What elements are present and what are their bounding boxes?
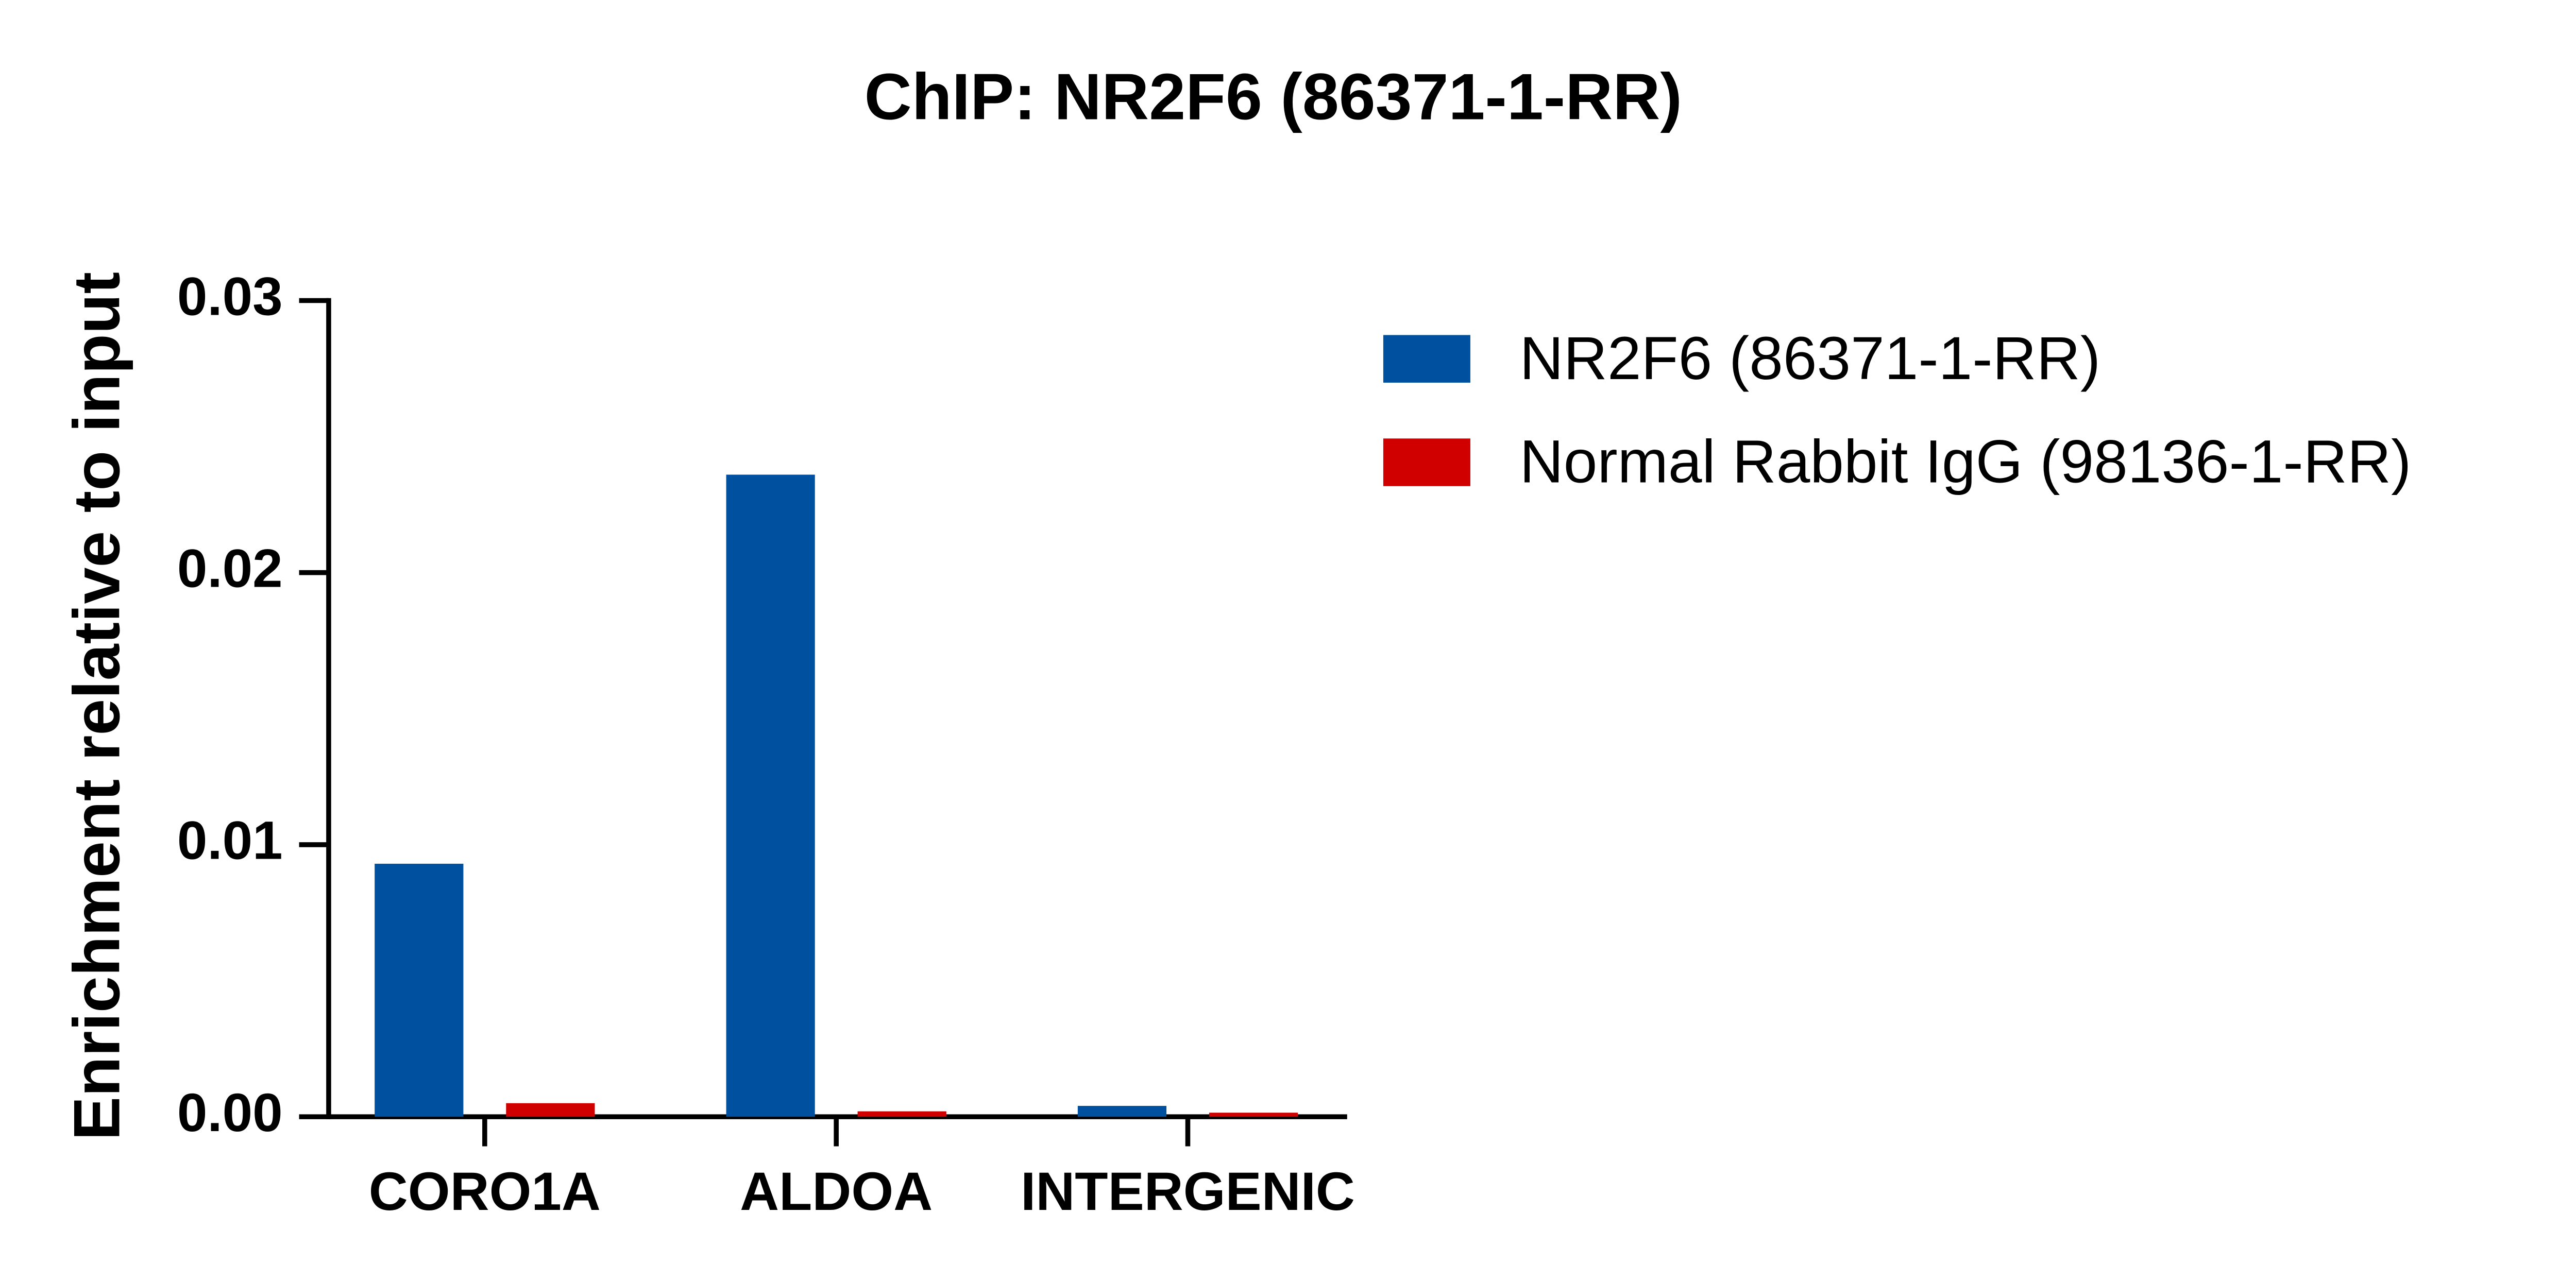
x-tick-label: CORO1A	[369, 1162, 601, 1222]
x-tick-label: INTERGENIC	[1021, 1162, 1355, 1222]
bar	[1077, 1106, 1167, 1117]
legend-swatch	[1383, 335, 1470, 383]
x-tick-label: ALDOA	[740, 1162, 933, 1222]
bar	[506, 1103, 595, 1117]
legend-label: NR2F6 (86371-1-RR)	[1520, 324, 2101, 392]
y-tick-label: 0.03	[177, 266, 283, 327]
bar	[857, 1111, 946, 1117]
y-tick-label: 0.00	[177, 1083, 283, 1143]
y-axis-title: Enrichment relative to input	[61, 272, 134, 1140]
bar	[726, 474, 815, 1117]
bar	[1209, 1113, 1298, 1117]
y-tick-label: 0.01	[177, 811, 283, 871]
chart-title: ChIP: NR2F6 (86371-1-RR)	[865, 60, 1682, 133]
bar	[375, 863, 464, 1117]
legend-swatch	[1383, 438, 1470, 486]
y-tick-label: 0.02	[177, 539, 283, 599]
legend-label: Normal Rabbit IgG (98136-1-RR)	[1520, 428, 2412, 496]
